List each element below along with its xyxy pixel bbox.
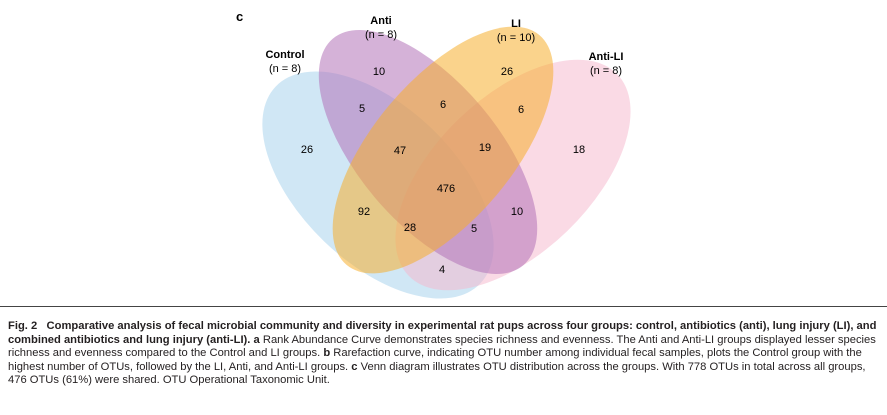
caption-a-text: Rank Abundance Curve demonstrates specie… — [8, 333, 876, 360]
region-li-anti-li: 6 — [518, 104, 524, 116]
region-all-four: 476 — [437, 183, 455, 195]
region-anti-only: 10 — [373, 66, 385, 78]
region-control-li-antili: 28 — [404, 222, 416, 234]
region-anti-li-only: 18 — [573, 144, 585, 156]
caption-c-text: Venn diagram illustrates OTU distributio… — [8, 360, 866, 387]
caption-a-label: a — [253, 333, 260, 346]
set-n-control: (n = 8) — [269, 63, 301, 75]
venn-diagram: Control (n = 8) Anti (n = 8) LI (n = 10)… — [262, 15, 631, 299]
caption-c-label: c — [351, 360, 358, 373]
caption-rule — [0, 306, 887, 307]
venn-set-li — [332, 26, 554, 274]
region-control-li: 92 — [358, 206, 370, 218]
set-label-anti: Anti — [370, 15, 391, 27]
panel-letter: c — [236, 9, 244, 24]
set-label-anti-li: Anti-LI — [589, 51, 624, 63]
region-control-anti-antili: 5 — [471, 223, 477, 235]
fig-label: Fig. 2 — [8, 320, 38, 332]
caption-b-text: Rarefaction curve, indicating OTU number… — [8, 347, 862, 373]
region-anti-li: 6 — [440, 99, 446, 111]
region-anti-antili: 10 — [511, 206, 523, 218]
region-anti-li-antili: 19 — [479, 142, 491, 154]
region-control-antili: 4 — [439, 264, 445, 276]
set-n-anti-li: (n = 8) — [590, 65, 622, 77]
set-n-anti: (n = 8) — [365, 29, 397, 41]
set-n-li: (n = 10) — [497, 32, 535, 44]
caption-b-label: b — [323, 347, 331, 360]
region-control-anti-li: 47 — [394, 145, 406, 157]
region-control-only: 26 — [301, 144, 313, 156]
set-label-control: Control — [265, 49, 304, 61]
caption-title: Comparative analysis of fecal microbial … — [8, 320, 877, 346]
set-label-li: LI — [511, 18, 521, 30]
region-control-anti: 5 — [359, 103, 365, 115]
region-li-only: 26 — [501, 66, 513, 78]
figure-caption: Fig. 2 Comparative analysis of fecal mic… — [8, 320, 880, 388]
